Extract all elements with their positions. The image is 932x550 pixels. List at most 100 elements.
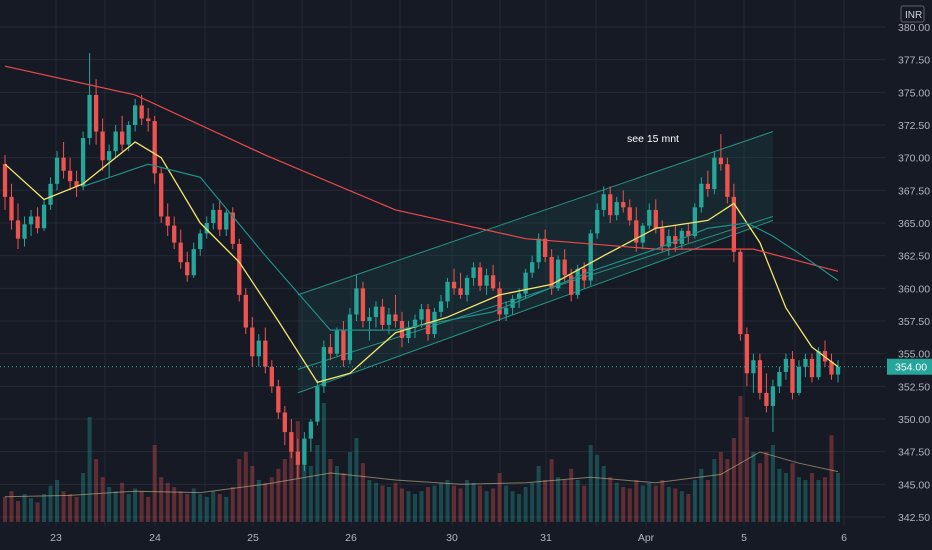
candle-body: [451, 281, 457, 289]
candle: [178, 229, 183, 269]
volume-bar: [256, 480, 261, 522]
volume-bar: [738, 396, 743, 522]
moving-average-line: [82, 163, 839, 331]
candle: [757, 353, 763, 400]
volume-bar: [432, 485, 437, 522]
volume-bar: [48, 485, 53, 522]
volume-bar: [139, 491, 144, 522]
candle: [744, 327, 750, 387]
candle-body: [386, 314, 392, 325]
candle-body: [15, 220, 21, 239]
channel-mid-line: [297, 215, 774, 370]
volume-bar: [15, 501, 21, 522]
volume-bar: [816, 480, 821, 522]
candle: [393, 294, 398, 328]
candle-body: [608, 194, 613, 216]
time-axis[interactable]: 23 24 25 26 30 31 Apr 5 6: [50, 532, 847, 544]
candle: [22, 216, 27, 247]
time-tick-label: Apr: [638, 532, 655, 544]
candle: [139, 94, 144, 125]
volume-bar: [497, 473, 502, 522]
price-tick-label: 380.00: [898, 22, 930, 34]
candle-body: [503, 307, 509, 315]
candle: [686, 223, 691, 243]
candle-body: [738, 251, 743, 335]
chart-annotation: see 15 mnt: [627, 133, 679, 145]
candle: [237, 238, 242, 302]
volume-bar: [783, 473, 788, 522]
candle: [458, 272, 463, 299]
volume-bar: [146, 496, 151, 522]
candle-body: [308, 421, 314, 439]
candle: [159, 168, 164, 223]
volume-bar: [517, 494, 522, 522]
price-axis[interactable]: 380.00 377.50 375.00 372.50 370.00 367.50 365.…: [887, 22, 932, 524]
volume-bar: [276, 468, 281, 522]
candle-body: [634, 220, 639, 243]
candle-body: [172, 225, 177, 243]
volume-bar: [120, 482, 125, 522]
candle: [588, 229, 593, 286]
candle: [419, 304, 424, 328]
price-tick-label: 352.50: [898, 381, 930, 393]
candle: [224, 209, 229, 237]
candle: [250, 317, 255, 367]
candle-body: [35, 216, 40, 229]
candle: [529, 255, 535, 278]
candle-body: [816, 351, 821, 378]
candle-body: [705, 183, 710, 190]
candle: [282, 405, 287, 446]
time-tick-label: 31: [540, 532, 552, 544]
candle: [764, 373, 769, 413]
volume-bar: [640, 485, 645, 522]
candle-body: [178, 242, 183, 263]
candle: [80, 131, 86, 191]
candle-body: [380, 306, 385, 325]
candle-body: [28, 216, 34, 225]
volume-bar: [269, 477, 274, 522]
candle-body: [497, 288, 502, 315]
candle: [302, 432, 307, 472]
price-tick-label: 372.50: [898, 120, 930, 132]
volume-bar: [699, 468, 704, 522]
volume-bar: [289, 445, 294, 522]
candle-body: [438, 301, 444, 312]
volume-bar: [549, 459, 554, 522]
candle: [67, 157, 73, 191]
volume-bar: [211, 491, 216, 522]
volume-bar: [9, 491, 14, 522]
volume-bar: [803, 480, 808, 522]
candle: [634, 207, 639, 252]
candle-body: [569, 275, 574, 295]
candle: [438, 294, 444, 318]
candle: [295, 438, 300, 478]
volume-bar: [751, 452, 756, 522]
candle: [35, 207, 40, 234]
candle-body: [621, 202, 626, 208]
candle-body: [464, 277, 470, 295]
price-tick-label: 355.00: [898, 349, 930, 361]
candle: [74, 170, 79, 197]
currency-badge[interactable]: INR: [900, 5, 925, 23]
candle-body: [770, 386, 776, 406]
volume-bar: [308, 466, 313, 522]
volume-bar: [237, 459, 242, 522]
price-tick-label: 347.50: [898, 447, 930, 459]
volume-bar: [126, 494, 131, 522]
candle: [673, 225, 678, 252]
volume-bar: [399, 488, 404, 522]
candle-body: [744, 334, 750, 374]
price-tick-label: 350.00: [898, 414, 930, 426]
candle-body: [614, 202, 619, 216]
candle: [198, 229, 203, 256]
channel-fill: [297, 131, 773, 393]
candle: [406, 321, 411, 344]
volume-bar: [94, 459, 99, 522]
candle-body: [666, 236, 671, 247]
volume-bar: [491, 488, 496, 522]
candle-body: [601, 194, 606, 210]
volume-bar: [393, 482, 398, 522]
volume-bar: [764, 452, 769, 522]
volume-bar: [373, 482, 378, 522]
